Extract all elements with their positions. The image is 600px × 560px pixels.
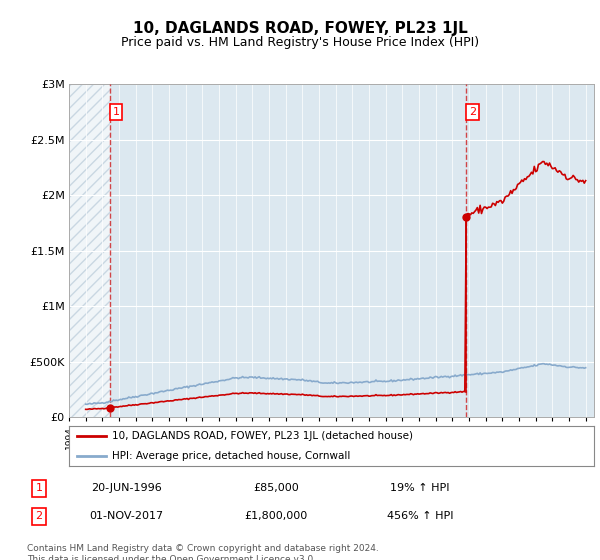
Text: Contains HM Land Registry data © Crown copyright and database right 2024.
This d: Contains HM Land Registry data © Crown c… [27,544,379,560]
Text: 01-NOV-2017: 01-NOV-2017 [89,511,163,521]
Bar [69,84,110,417]
Text: £85,000: £85,000 [253,483,299,493]
Text: 1: 1 [113,107,119,117]
Text: HPI: Average price, detached house, Cornwall: HPI: Average price, detached house, Corn… [112,451,350,461]
Text: £1,800,000: £1,800,000 [244,511,308,521]
Text: 2: 2 [35,511,43,521]
Text: 2: 2 [469,107,476,117]
Text: 456% ↑ HPI: 456% ↑ HPI [387,511,453,521]
Text: 20-JUN-1996: 20-JUN-1996 [91,483,161,493]
Text: 1: 1 [35,483,43,493]
Text: 10, DAGLANDS ROAD, FOWEY, PL23 1JL (detached house): 10, DAGLANDS ROAD, FOWEY, PL23 1JL (deta… [112,431,413,441]
Text: 10, DAGLANDS ROAD, FOWEY, PL23 1JL: 10, DAGLANDS ROAD, FOWEY, PL23 1JL [133,21,467,36]
Text: 19% ↑ HPI: 19% ↑ HPI [390,483,450,493]
Text: Price paid vs. HM Land Registry's House Price Index (HPI): Price paid vs. HM Land Registry's House … [121,36,479,49]
